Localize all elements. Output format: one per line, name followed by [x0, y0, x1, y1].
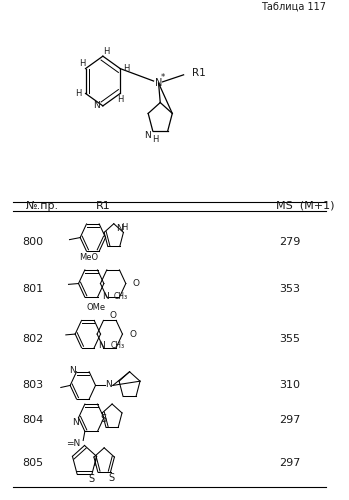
Text: N: N: [72, 418, 79, 427]
Text: H: H: [79, 59, 86, 68]
Text: 805: 805: [22, 458, 43, 468]
Text: S: S: [108, 473, 114, 483]
Text: 802: 802: [22, 334, 43, 344]
Text: H: H: [103, 46, 109, 56]
Text: H: H: [152, 135, 158, 144]
Text: H: H: [117, 95, 124, 104]
Text: 800: 800: [22, 236, 43, 246]
Text: Таблица 117: Таблица 117: [261, 1, 326, 11]
Text: 297: 297: [279, 458, 300, 468]
Text: R1: R1: [96, 200, 111, 210]
Text: CH₃: CH₃: [114, 292, 128, 300]
Text: H: H: [123, 64, 129, 73]
Text: 297: 297: [279, 415, 300, 425]
Text: S: S: [88, 474, 94, 484]
Text: N: N: [155, 78, 162, 88]
Text: MeO: MeO: [79, 254, 98, 262]
Text: N: N: [102, 292, 109, 300]
Text: CH₃: CH₃: [110, 342, 124, 350]
Text: H: H: [121, 223, 127, 232]
Text: N: N: [93, 100, 99, 110]
Text: №.пр.: №.пр.: [26, 200, 59, 210]
Text: OMe: OMe: [86, 303, 105, 312]
Text: N: N: [105, 380, 112, 389]
Text: O: O: [133, 279, 140, 288]
Text: H: H: [75, 89, 81, 98]
Text: N: N: [98, 342, 105, 350]
Text: N: N: [116, 224, 123, 233]
Text: N: N: [144, 130, 151, 140]
Text: O: O: [129, 330, 136, 338]
Text: 801: 801: [22, 284, 43, 294]
Text: R1: R1: [192, 68, 206, 78]
Text: MS  (M+1): MS (M+1): [276, 200, 335, 210]
Text: O: O: [109, 310, 116, 320]
Text: S: S: [101, 414, 107, 424]
Text: 803: 803: [22, 380, 43, 390]
Text: =N: =N: [66, 439, 80, 448]
Text: 353: 353: [279, 284, 300, 294]
Text: 310: 310: [279, 380, 300, 390]
Text: 355: 355: [279, 334, 300, 344]
Text: *: *: [160, 73, 164, 82]
Text: N: N: [69, 366, 76, 374]
Text: 279: 279: [279, 236, 300, 246]
Text: 804: 804: [22, 415, 43, 425]
